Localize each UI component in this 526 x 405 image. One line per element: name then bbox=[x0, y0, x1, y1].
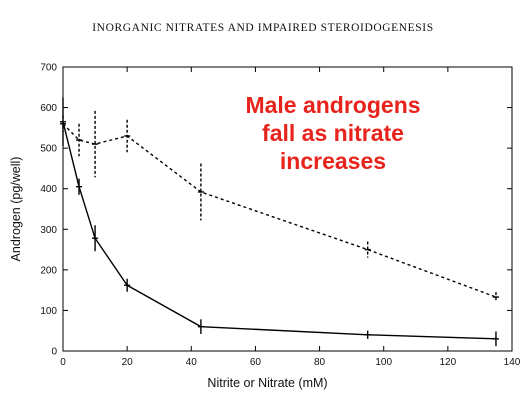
chart-marks bbox=[60, 97, 499, 347]
x-tick-label: 80 bbox=[314, 357, 326, 368]
y-tick-label: 600 bbox=[40, 103, 57, 114]
y-axis-title: Androgen (pg/well) bbox=[9, 157, 23, 262]
x-tick-label: 40 bbox=[186, 357, 198, 368]
y-tick-label: 700 bbox=[40, 63, 57, 74]
plot-frame bbox=[62, 66, 513, 352]
y-tick-label: 300 bbox=[40, 225, 57, 236]
chart-annotation-line: fall as nitrate bbox=[262, 120, 404, 146]
y-tick-label: 200 bbox=[40, 265, 57, 276]
y-tick-label: 100 bbox=[40, 306, 57, 317]
x-tick-label: 100 bbox=[375, 357, 392, 368]
chart-axes bbox=[62, 66, 513, 352]
y-tick-label: 0 bbox=[51, 347, 57, 358]
chart-annotation-line: Male androgens bbox=[245, 92, 420, 118]
chart-labels: 0 20 40 60 80 100 120 140 0 100 200 300 400 500 600 700… bbox=[9, 63, 521, 391]
x-tick-label: 20 bbox=[122, 357, 134, 368]
y-tick-label: 500 bbox=[40, 144, 57, 155]
x-tick-label: 120 bbox=[440, 357, 457, 368]
x-tick-label: 60 bbox=[250, 357, 262, 368]
x-tick-label: 140 bbox=[504, 357, 521, 368]
page-header: INORGANIC NITRATES AND IMPAIRED STEROIDO… bbox=[92, 22, 434, 34]
chart-annotation-line: increases bbox=[280, 148, 386, 174]
y-tick-label: 400 bbox=[40, 184, 57, 195]
x-axis-title: Nitrite or Nitrate (mM) bbox=[207, 376, 327, 390]
x-tick-label: 0 bbox=[60, 357, 66, 368]
